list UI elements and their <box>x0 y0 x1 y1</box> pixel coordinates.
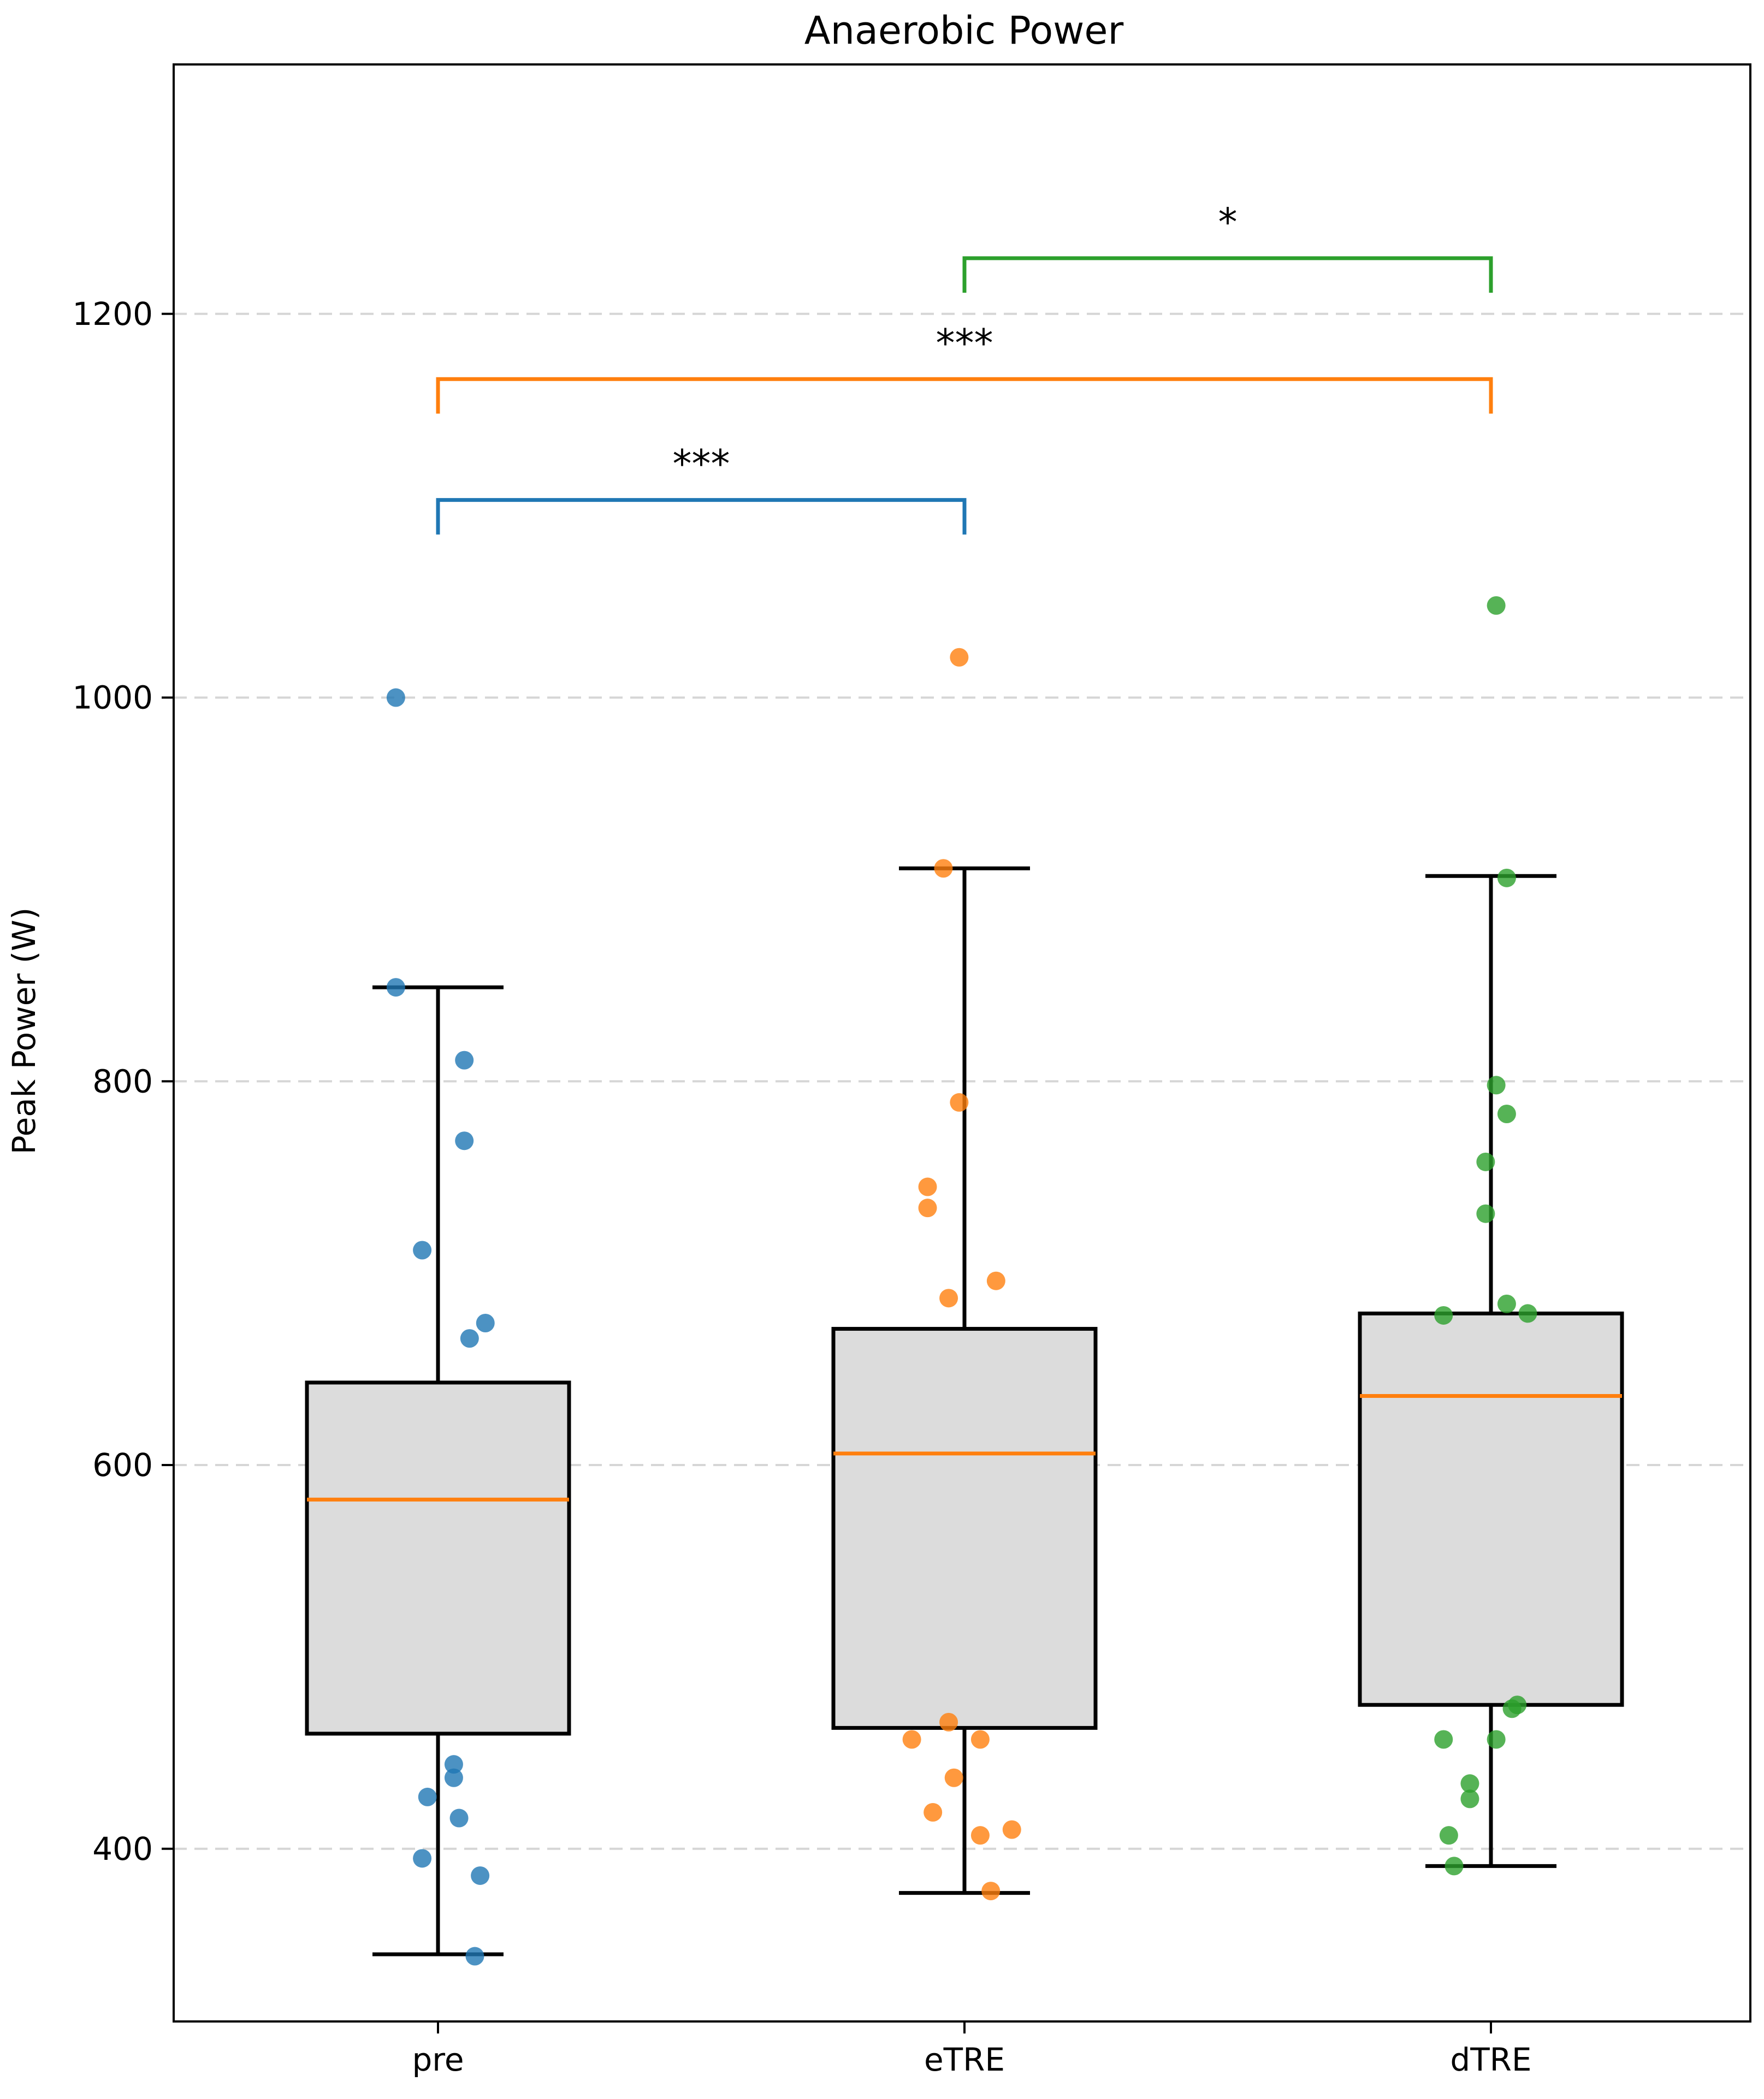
point-dTRE-7 <box>1518 1304 1537 1323</box>
box-pre <box>305 1380 571 1736</box>
scatter-points <box>386 596 1537 1966</box>
point-eTRE-13 <box>1002 1820 1021 1839</box>
point-dTRE-11 <box>1434 1730 1453 1749</box>
point-dTRE-1 <box>1497 868 1516 887</box>
point-eTRE-6 <box>939 1289 958 1308</box>
point-pre-3 <box>455 1131 474 1151</box>
y-tick-label-1000: 1000 <box>72 679 153 716</box>
point-dTRE-12 <box>1487 1730 1506 1749</box>
x-tick-label-eTRE: eTRE <box>924 2041 1005 2078</box>
y-tick-label-800: 800 <box>92 1063 153 1100</box>
point-eTRE-2 <box>950 1093 969 1112</box>
point-pre-11 <box>413 1849 432 1868</box>
box-dTRE <box>1358 1311 1624 1707</box>
bracket-pre-dTRE <box>436 377 1493 414</box>
significance-brackets: ******* <box>436 200 1493 535</box>
x-tick-label-dTRE: dTRE <box>1450 2041 1531 2078</box>
y-tick-label-1200: 1200 <box>72 295 153 333</box>
point-dTRE-2 <box>1487 1076 1506 1095</box>
sig-label-pre-eTRE: *** <box>673 442 730 487</box>
point-eTRE-7 <box>939 1712 958 1732</box>
point-dTRE-4 <box>1476 1152 1495 1171</box>
point-pre-7 <box>444 1755 463 1774</box>
point-eTRE-10 <box>944 1768 963 1787</box>
point-dTRE-5 <box>1476 1204 1495 1223</box>
point-eTRE-11 <box>924 1803 943 1822</box>
point-eTRE-3 <box>918 1177 937 1196</box>
point-pre-5 <box>476 1314 495 1333</box>
point-eTRE-0 <box>950 648 969 667</box>
point-dTRE-10 <box>1502 1699 1522 1718</box>
bracket-eTRE-dTRE <box>962 256 1493 293</box>
axes: 400 600 800 1000 1200 pre eTRE dTRE <box>72 63 1751 2078</box>
point-pre-13 <box>465 1947 484 1966</box>
point-pre-12 <box>471 1866 490 1885</box>
point-dTRE-6 <box>1497 1294 1516 1313</box>
box-layer <box>305 866 1624 1956</box>
plot-frame <box>173 63 1751 2023</box>
y-axis-label: Peak Power (W) <box>5 908 43 1155</box>
point-eTRE-14 <box>981 1882 1001 1901</box>
point-eTRE-4 <box>918 1199 937 1218</box>
x-tick-label-pre: pre <box>412 2041 464 2078</box>
point-eTRE-1 <box>934 859 953 878</box>
y-tick-label-400: 400 <box>92 1830 153 1867</box>
bracket-pre-eTRE <box>436 498 967 535</box>
point-dTRE-3 <box>1497 1105 1516 1124</box>
point-eTRE-5 <box>986 1271 1005 1290</box>
point-eTRE-12 <box>970 1826 990 1845</box>
point-dTRE-0 <box>1487 596 1506 615</box>
point-dTRE-8 <box>1434 1306 1453 1325</box>
point-pre-10 <box>449 1809 469 1828</box>
point-eTRE-8 <box>902 1730 921 1749</box>
point-pre-6 <box>460 1329 479 1348</box>
point-pre-8 <box>444 1768 463 1787</box>
point-pre-0 <box>386 688 405 707</box>
y-tick-label-600: 600 <box>92 1446 153 1484</box>
point-dTRE-13 <box>1460 1774 1479 1793</box>
point-pre-9 <box>418 1787 437 1806</box>
chart-title: Anaerobic Power <box>804 8 1124 53</box>
point-eTRE-9 <box>970 1730 990 1749</box>
point-pre-2 <box>455 1051 474 1070</box>
point-dTRE-14 <box>1460 1789 1479 1809</box>
point-pre-1 <box>386 978 405 997</box>
box-eTRE <box>831 1327 1098 1730</box>
sig-label-pre-dTRE: *** <box>936 321 993 365</box>
point-pre-4 <box>413 1241 432 1260</box>
point-dTRE-15 <box>1439 1826 1458 1845</box>
sig-label-eTRE-dTRE: * <box>1218 200 1238 245</box>
point-dTRE-16 <box>1445 1857 1464 1876</box>
